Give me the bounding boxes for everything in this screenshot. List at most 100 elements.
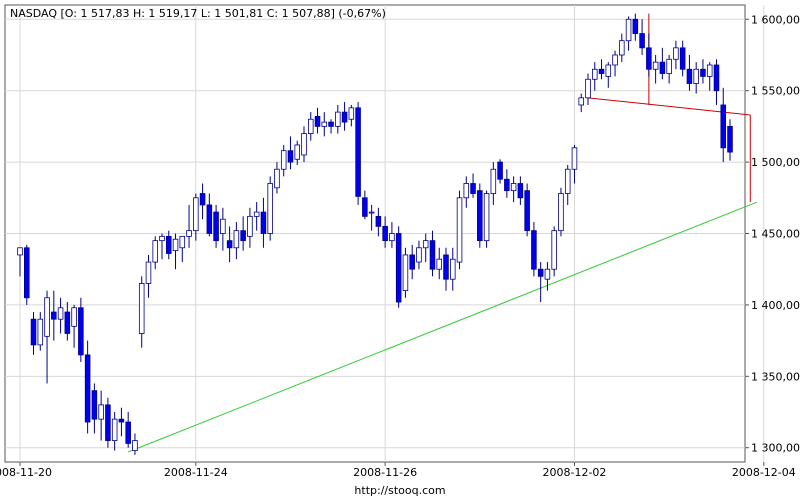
- candle-body-up: [253, 211, 260, 217]
- candle: [23, 244, 30, 305]
- candle: [666, 54, 672, 84]
- candle: [436, 247, 443, 280]
- candle-body-down: [23, 247, 30, 299]
- x-tick-label: 2008-11-26: [353, 466, 417, 479]
- candle-body-up: [578, 97, 585, 106]
- candle: [510, 176, 517, 203]
- y-tick-label: 1 400,00: [751, 299, 800, 312]
- candle-body-down: [165, 235, 172, 254]
- candle: [287, 136, 294, 170]
- candle-body-up: [402, 254, 409, 292]
- candle-body-up: [267, 183, 273, 234]
- candle: [348, 104, 355, 127]
- candle: [524, 183, 530, 237]
- candle-body-down: [659, 61, 666, 74]
- candle: [422, 233, 429, 263]
- candle: [551, 226, 557, 277]
- candle-body-up: [57, 307, 64, 320]
- candle: [71, 304, 77, 348]
- candle-body-up: [449, 258, 456, 280]
- candle: [274, 162, 280, 194]
- candle: [138, 276, 145, 348]
- candle-body-down: [30, 318, 37, 346]
- candle: [632, 13, 639, 41]
- candle: [537, 262, 544, 303]
- candle-body-down: [314, 115, 321, 127]
- candle-body-down: [118, 418, 125, 423]
- candle: [686, 54, 693, 91]
- candle: [585, 73, 591, 105]
- candle-body-up: [463, 183, 470, 199]
- candle-body-down: [51, 311, 57, 320]
- candle: [429, 230, 436, 277]
- candle: [382, 216, 388, 248]
- candle-body-down: [517, 183, 524, 199]
- candle: [37, 312, 44, 351]
- candle-body-down: [240, 230, 246, 242]
- candle: [652, 54, 659, 84]
- candle: [497, 159, 503, 184]
- candle: [504, 169, 510, 198]
- candle: [328, 119, 334, 134]
- candle-body-up: [490, 168, 497, 194]
- candle: [186, 204, 192, 248]
- candle: [125, 412, 131, 448]
- candle: [78, 297, 84, 363]
- y-tick-label: 1 600,00: [751, 13, 800, 26]
- candle: [456, 190, 463, 270]
- candle: [395, 226, 402, 308]
- candle-body-down: [686, 68, 693, 84]
- candle: [449, 247, 456, 291]
- candle: [490, 162, 497, 205]
- candle-body-up: [666, 58, 672, 74]
- candle: [470, 173, 476, 198]
- candle: [17, 247, 23, 277]
- candle-body-up: [625, 18, 632, 42]
- candle: [341, 102, 348, 131]
- candle: [57, 297, 64, 334]
- candle: [639, 19, 645, 55]
- candle-body-down: [382, 225, 388, 242]
- candle: [51, 290, 57, 341]
- candle-body-up: [44, 297, 50, 337]
- candle: [220, 207, 226, 251]
- candle-body-up: [571, 147, 578, 170]
- candle-body-down: [199, 193, 206, 206]
- candle-body-down: [713, 64, 720, 92]
- source-link[interactable]: http://stooq.com: [354, 484, 445, 497]
- candle-body-up: [612, 54, 618, 66]
- candle: [578, 93, 585, 113]
- candle: [544, 262, 551, 291]
- x-axis: 2008-11-20 2008-11-24 2008-11-26 2008-12-02…: [0, 462, 796, 479]
- candle-body-up: [145, 261, 152, 284]
- candle: [91, 383, 98, 434]
- candle-body-up: [138, 283, 145, 334]
- candle: [531, 222, 537, 277]
- candle: [727, 119, 733, 161]
- x-tick-label: 2008-11-24: [164, 466, 228, 479]
- candle-body-up: [368, 211, 375, 214]
- candle-body-up: [619, 40, 625, 56]
- candle: [233, 222, 240, 260]
- candle: [605, 62, 612, 88]
- candle-body-down: [287, 150, 294, 163]
- candle: [463, 176, 470, 208]
- candle-body-down: [105, 404, 111, 441]
- candle-body-up: [483, 193, 490, 242]
- y-axis: 1 300,00 1 350,00 1 400,00 1 450,00 1 500,00…: [745, 13, 800, 455]
- candle-body-down: [632, 18, 639, 34]
- candle-body-down: [125, 421, 131, 444]
- candle: [321, 112, 328, 137]
- candle: [720, 87, 727, 163]
- candle-body-down: [328, 121, 334, 127]
- candle-body-up: [132, 440, 138, 451]
- candle-body-up: [605, 64, 612, 77]
- x-tick-label: 2008-11-20: [0, 466, 52, 479]
- candle: [335, 104, 341, 134]
- x-tick-label: 2008-12-04: [732, 466, 796, 479]
- candle: [673, 40, 679, 70]
- candle-body-up: [673, 47, 679, 60]
- candle: [301, 126, 307, 163]
- candle: [659, 47, 666, 80]
